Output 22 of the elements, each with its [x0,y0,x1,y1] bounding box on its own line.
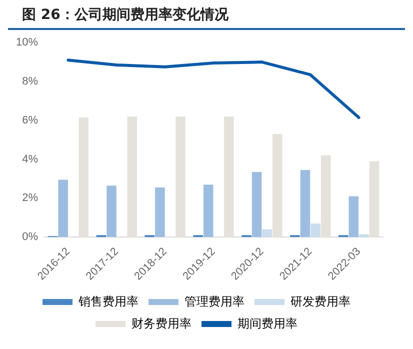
bar [359,234,369,238]
bar [310,224,320,238]
legend-label: 管理费用率 [184,294,244,308]
bar [58,180,68,238]
y-tick-label: 0% [22,231,38,244]
chart-title: 图 26：公司期间费用率变化情况 [8,0,405,30]
legend-label: 研发费用率 [290,294,350,308]
y-tick-label: 10% [16,36,38,49]
legend-label: 期间费用率 [238,316,298,330]
bar [155,188,165,238]
y-tick-label: 2% [22,192,38,204]
legend-label: 销售费用率 [78,294,138,308]
y-tick-label: 8% [22,76,38,88]
bar [262,229,272,238]
bar [300,170,310,238]
bar [252,172,262,238]
y-tick-label: 6% [22,114,38,126]
bar [348,196,359,238]
bar [106,186,116,238]
legend-label: 财务费用率 [132,316,192,330]
bar [203,184,214,238]
y-tick-label: 4% [22,153,38,166]
